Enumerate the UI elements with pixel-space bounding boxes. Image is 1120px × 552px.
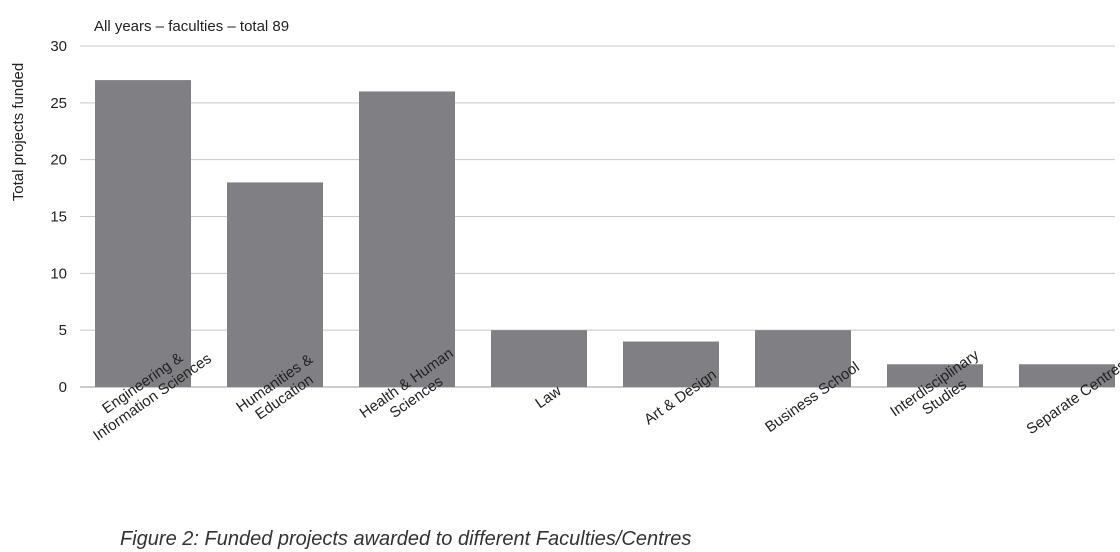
bar xyxy=(755,330,851,387)
bar xyxy=(491,330,587,387)
bar xyxy=(95,80,191,387)
bar xyxy=(227,182,323,387)
y-tick-label: 0 xyxy=(59,379,67,396)
figure-caption: Figure 2: Funded projects awarded to dif… xyxy=(120,528,692,550)
chart-title: All years – faculties – total 89 xyxy=(94,18,289,35)
y-tick-label: 30 xyxy=(50,38,67,55)
y-tick-label: 10 xyxy=(50,265,67,282)
y-axis-label: Total projects funded xyxy=(10,63,27,201)
bar xyxy=(1019,364,1115,387)
y-tick-label: 20 xyxy=(50,152,67,169)
y-tick-label: 15 xyxy=(50,209,67,226)
bar xyxy=(623,341,719,387)
y-tick-label: 5 xyxy=(59,322,67,339)
x-tick-label: InterdisciplinaryStudies xyxy=(887,346,992,434)
bar xyxy=(887,364,983,387)
y-tick-labels: 0 5 10 15 20 25 30 xyxy=(50,38,67,396)
bar xyxy=(359,91,455,387)
bars xyxy=(95,80,1115,387)
y-tick-label: 25 xyxy=(50,95,67,112)
